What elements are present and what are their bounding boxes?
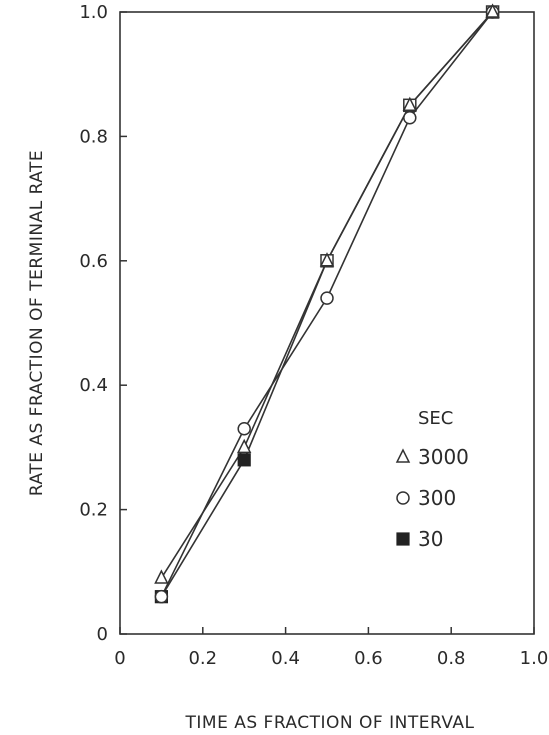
data-point-300: [403, 110, 417, 125]
data-point-3000: [154, 569, 169, 584]
x-tick-label: 0.4: [271, 648, 300, 669]
data-point-3000: [236, 438, 252, 454]
legend-label-300: 300: [418, 486, 456, 510]
y-tick-label: 1.0: [79, 2, 108, 23]
legend-marker-30: [396, 532, 410, 546]
x-axis-ticks: 0 0.2 0.4 0.6 0.8 1.0: [114, 627, 548, 669]
series-markers: [154, 3, 500, 604]
y-axis-label: RATE AS FRACTION OF TERMINAL RATE: [27, 150, 47, 496]
x-tick-label: 0.8: [437, 648, 466, 669]
y-tick-label: 0.8: [79, 126, 108, 147]
data-point-3000: [485, 3, 500, 18]
legend-marker-3000: [395, 448, 411, 463]
y-tick-label: 0.2: [79, 500, 108, 521]
data-point-3000: [402, 96, 418, 112]
x-axis-label: TIME AS FRACTION OF INTERVAL: [185, 713, 475, 733]
plot-frame: [119, 11, 535, 635]
y-tick-label: 0.4: [79, 375, 108, 396]
x-tick-label: 0.2: [188, 648, 217, 669]
x-tick-label: 1.0: [520, 648, 549, 669]
data-point-30: [237, 453, 251, 467]
legend-label-30: 30: [418, 527, 443, 551]
legend-items: 3000 300 30: [395, 445, 469, 551]
legend-marker-300: [396, 491, 410, 505]
legend: SEC 3000 300 30: [395, 408, 469, 551]
y-axis-ticks: 0 0.2 0.4 0.6 0.8 1.0: [79, 2, 127, 645]
x-tick-label: 0.6: [354, 648, 383, 669]
y-tick-label: 0.6: [79, 251, 108, 272]
data-point-300: [237, 421, 251, 436]
legend-label-3000: 3000: [418, 445, 469, 469]
y-tick-label: 0: [97, 624, 108, 645]
data-point-3000: [319, 252, 335, 267]
data-point-300: [320, 291, 334, 305]
legend-title: SEC: [418, 408, 453, 429]
x-tick-label: 0: [114, 648, 125, 669]
data-point-300: [154, 589, 169, 604]
